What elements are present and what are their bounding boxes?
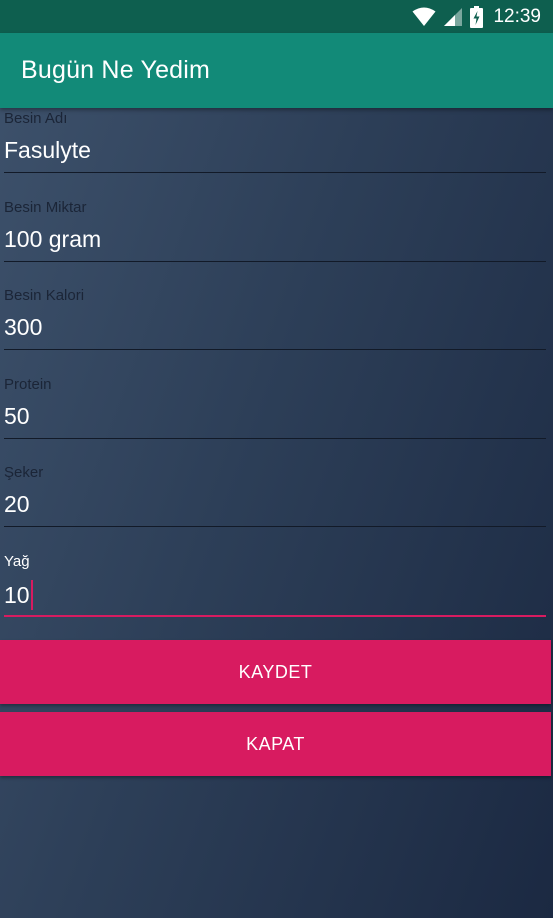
sugar-label: Şeker [4, 464, 44, 481]
sugar-field[interactable]: Şeker 20 [4, 464, 546, 553]
protein-field[interactable]: Protein 50 [4, 376, 546, 465]
fat-underline [4, 615, 546, 617]
battery-charging-icon [470, 5, 484, 28]
wifi-icon [412, 7, 436, 27]
fat-input[interactable]: 10 [4, 582, 30, 608]
food-calorie-underline [4, 349, 546, 350]
sugar-underline [4, 526, 546, 527]
food-calorie-field[interactable]: Besin Kalori 300 [4, 287, 546, 376]
save-button[interactable]: KAYDET [0, 640, 551, 704]
close-button[interactable]: KAPAT [0, 712, 551, 776]
food-amount-input[interactable]: 100 gram [4, 226, 102, 252]
sugar-input[interactable]: 20 [4, 491, 30, 517]
food-name-field[interactable]: Besin Adı Fasulyte [4, 110, 546, 199]
status-icons: 12:39 [412, 0, 541, 33]
app-title: Bugün Ne Yedim [21, 56, 211, 84]
signal-icon [443, 7, 463, 27]
status-time: 12:39 [493, 5, 541, 27]
text-cursor [30, 580, 33, 610]
fat-label: Yağ [4, 553, 30, 570]
app-bar: Bugün Ne Yedim [0, 33, 553, 108]
food-name-input[interactable]: Fasulyte [4, 137, 91, 163]
food-amount-label: Besin Miktar [4, 199, 87, 216]
food-name-underline [4, 172, 546, 173]
fat-field[interactable]: Yağ 10 [4, 553, 546, 642]
food-amount-field[interactable]: Besin Miktar 100 gram [4, 199, 546, 288]
fat-input-wrap[interactable]: 10 [4, 580, 33, 610]
food-amount-underline [4, 261, 546, 262]
protein-underline [4, 438, 546, 439]
protein-input[interactable]: 50 [4, 403, 30, 429]
status-bar: 12:39 [0, 0, 553, 33]
protein-label: Protein [4, 376, 52, 393]
food-calorie-label: Besin Kalori [4, 287, 85, 304]
food-calorie-input[interactable]: 300 [4, 314, 43, 340]
food-name-label: Besin Adı [4, 110, 68, 127]
